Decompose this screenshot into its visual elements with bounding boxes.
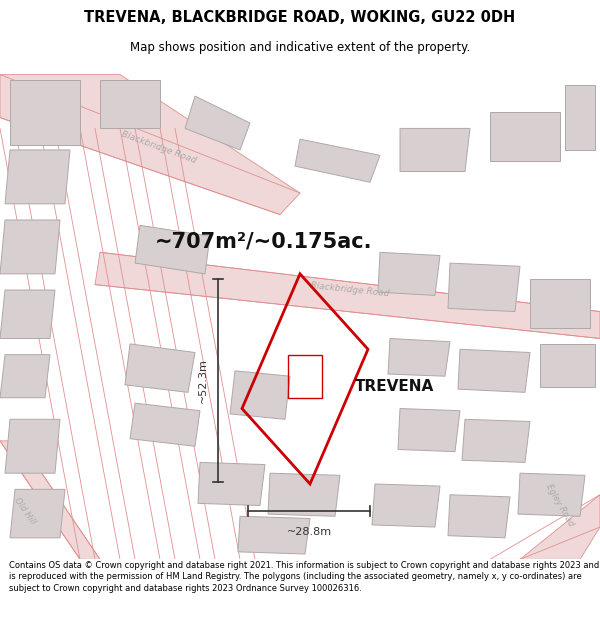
Polygon shape — [238, 516, 310, 554]
Polygon shape — [5, 150, 70, 204]
Polygon shape — [400, 128, 470, 171]
Text: TREVENA, BLACKBRIDGE ROAD, WOKING, GU22 0DH: TREVENA, BLACKBRIDGE ROAD, WOKING, GU22 … — [85, 11, 515, 26]
Text: ~28.8m: ~28.8m — [286, 527, 332, 537]
Polygon shape — [125, 344, 195, 392]
Polygon shape — [0, 354, 50, 398]
Polygon shape — [518, 473, 585, 516]
Polygon shape — [10, 489, 65, 538]
Polygon shape — [462, 419, 530, 462]
Polygon shape — [0, 74, 300, 214]
Polygon shape — [0, 290, 55, 339]
Polygon shape — [490, 112, 560, 161]
Polygon shape — [295, 139, 380, 182]
Polygon shape — [0, 441, 100, 559]
Polygon shape — [398, 409, 460, 452]
Polygon shape — [458, 349, 530, 392]
Polygon shape — [95, 253, 600, 339]
Polygon shape — [10, 80, 80, 144]
Text: ~52.3m: ~52.3m — [198, 358, 208, 403]
Text: ~707m²/~0.175ac.: ~707m²/~0.175ac. — [155, 231, 373, 251]
Text: Egley Road: Egley Road — [544, 482, 576, 528]
Polygon shape — [135, 226, 210, 274]
Polygon shape — [5, 419, 60, 473]
Polygon shape — [388, 339, 450, 376]
Polygon shape — [448, 495, 510, 538]
Polygon shape — [372, 484, 440, 527]
Text: Old Hill: Old Hill — [13, 496, 37, 526]
Text: Map shows position and indicative extent of the property.: Map shows position and indicative extent… — [130, 41, 470, 54]
Text: Contains OS data © Crown copyright and database right 2021. This information is : Contains OS data © Crown copyright and d… — [9, 561, 599, 593]
Text: TREVENA: TREVENA — [355, 379, 434, 394]
Text: Blackbridge Road: Blackbridge Road — [310, 281, 390, 299]
Polygon shape — [490, 495, 600, 559]
Polygon shape — [185, 96, 250, 150]
Polygon shape — [378, 253, 440, 296]
Polygon shape — [540, 344, 595, 387]
Text: Blackbridge Road: Blackbridge Road — [120, 130, 197, 166]
Polygon shape — [130, 403, 200, 446]
Polygon shape — [268, 473, 340, 516]
Polygon shape — [448, 263, 520, 311]
Polygon shape — [565, 85, 595, 150]
Polygon shape — [530, 279, 590, 328]
Polygon shape — [230, 371, 290, 419]
Polygon shape — [198, 462, 265, 506]
Polygon shape — [0, 220, 60, 274]
Polygon shape — [100, 80, 160, 128]
